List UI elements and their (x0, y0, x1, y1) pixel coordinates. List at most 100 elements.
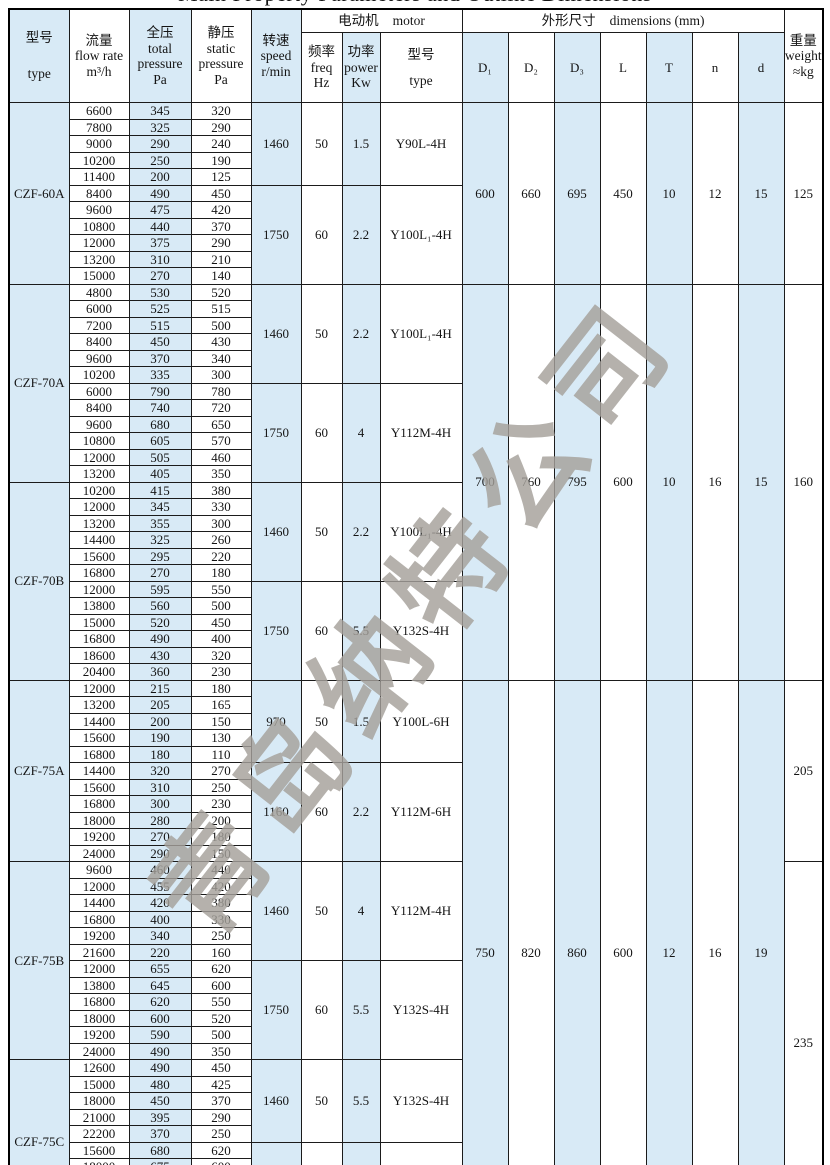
flow-cell: 13200 (68, 465, 130, 483)
static-pressure-cell: 450 (190, 613, 252, 631)
static-pressure-cell: 210 (190, 250, 252, 268)
static-pressure-cell: 200 (190, 811, 252, 829)
freq-cell: 60 (300, 960, 343, 1060)
total-pressure-cell: 270 (128, 828, 192, 846)
dim-cell: 16 (691, 283, 739, 681)
col-header-flow-unit: m³/h (86, 63, 112, 79)
static-pressure-cell: 550 (190, 993, 252, 1011)
col-header-speed-unit: r/min (261, 63, 291, 79)
col-header-weight: 重量 weight ≈kg (783, 8, 824, 103)
speed-cell: 970 (250, 679, 302, 763)
total-pressure-cell: 280 (128, 811, 192, 829)
static-pressure-cell: 320 (190, 102, 252, 120)
total-pressure-cell: 295 (128, 547, 192, 565)
dim-cell: 695 (553, 102, 601, 285)
col-header-total-pressure-en1: total (148, 40, 172, 56)
total-pressure-cell: 790 (128, 382, 192, 400)
table-header: 型号 type 流量 flow rate m³/h 全压 total p (8, 8, 824, 103)
static-pressure-cell: 250 (190, 927, 252, 945)
total-pressure-cell: 490 (128, 1059, 192, 1077)
total-pressure-cell: 370 (128, 349, 192, 367)
model-cell: CZF-75C (8, 1059, 70, 1165)
dim-cell: 600 (599, 679, 647, 1165)
flow-cell: 15000 (68, 1075, 130, 1093)
flow-cell: 10200 (68, 481, 130, 499)
static-pressure-cell: 150 (190, 712, 252, 730)
static-pressure-cell: 420 (190, 877, 252, 895)
col-header-type-en: type (27, 66, 51, 82)
motor-type-cell: Y112M-4H (379, 861, 463, 961)
model-cell: CZF-75A (8, 679, 70, 862)
table-row: 24000 490 350 (9, 1042, 823, 1060)
flow-cell: 7200 (68, 316, 130, 334)
table-row: 156006806201750607.5Y132M-4H (9, 1141, 823, 1165)
motor-type-cell: Y132S-4H (379, 580, 463, 681)
flow-cell: 8400 (68, 333, 130, 351)
static-pressure-cell: 290 (190, 118, 252, 136)
table-row: 10200 250 190 (9, 151, 823, 169)
power-cell: 1.5 (341, 679, 381, 763)
flow-cell: 16800 (68, 910, 130, 928)
table-row: 16800 620 550 (9, 993, 823, 1011)
motor-type-cell: Y132M-4H (379, 1141, 463, 1165)
table-row: 12000 655 620 1750 60 5.5 Y132S-4H (9, 960, 823, 1060)
static-pressure-cell: 420 (190, 201, 252, 219)
total-pressure-cell: 675 (128, 1158, 192, 1165)
static-pressure-cell: 240 (190, 135, 252, 153)
table-row: 15600 295 220 (9, 547, 823, 565)
flow-cell: 18000 (68, 1092, 130, 1110)
table-row: 13200 310 210 (9, 250, 823, 268)
title-strip: Main Property Parameters and Outline Dim… (8, 0, 822, 8)
table-row: 16800 300 230 (9, 795, 823, 813)
static-pressure-cell: 180 (190, 679, 252, 697)
col-header-speed: 转速 speed r/min (250, 8, 302, 103)
total-pressure-cell: 415 (128, 481, 192, 499)
total-pressure-cell: 205 (128, 696, 192, 714)
table-row: 13200 205 165 (9, 696, 823, 714)
flow-cell: 14400 (68, 762, 130, 780)
static-pressure-cell: 220 (190, 547, 252, 565)
power-cell: 4 (341, 382, 381, 483)
col-header-freq-zh: 频率 (308, 44, 335, 60)
weight-cell: 160 (783, 283, 824, 681)
table-row: 16800 400 330 (9, 910, 823, 928)
motor-type-cell: Y100L-6H (379, 679, 463, 763)
total-pressure-cell: 375 (128, 234, 192, 252)
col-header-freq: 频率 freq Hz (300, 32, 343, 103)
static-pressure-cell: 450 (190, 184, 252, 202)
col-header-power-zh: 功率 (347, 44, 375, 60)
freq-cell: 50 (300, 1059, 343, 1143)
static-pressure-cell: 380 (190, 894, 252, 912)
motor-type-cell: Y112M-6H (379, 762, 463, 862)
flow-cell: 18000 (68, 1158, 130, 1165)
speed-cell: 1750 (250, 580, 302, 681)
speed-cell: 1460 (250, 283, 302, 384)
flow-cell: 12000 (68, 498, 130, 516)
power-cell: 2.2 (341, 184, 381, 285)
dim-cell: 860 (553, 679, 601, 1165)
total-pressure-cell: 450 (128, 333, 192, 351)
flow-cell: 12000 (68, 580, 130, 598)
flow-cell: 6000 (68, 300, 130, 318)
static-pressure-cell: 500 (190, 316, 252, 334)
dim-cell: 600 (461, 102, 509, 285)
static-pressure-cell: 450 (190, 1059, 252, 1077)
dim-cell: 15 (737, 102, 785, 285)
table-row: 21000 395 290 (9, 1108, 823, 1126)
speed-cell: 1750 (250, 960, 302, 1060)
total-pressure-cell: 270 (128, 564, 192, 582)
total-pressure-cell: 335 (128, 366, 192, 384)
col-header-motor-type: 型号 type (379, 32, 463, 103)
weight-cell: 205 (783, 679, 824, 862)
flow-cell: 12000 (68, 448, 130, 466)
total-pressure-cell: 430 (128, 646, 192, 664)
table-row: 14400 325 260 (9, 531, 823, 549)
motor-group-header-zh: 电动机 (338, 13, 379, 29)
flow-cell: 19200 (68, 927, 130, 945)
total-pressure-cell: 420 (128, 894, 192, 912)
model-cell: CZF-70B (8, 481, 70, 681)
flow-cell: 10200 (68, 366, 130, 384)
total-pressure-cell: 270 (128, 267, 192, 285)
flow-cell: 12600 (68, 1059, 130, 1077)
